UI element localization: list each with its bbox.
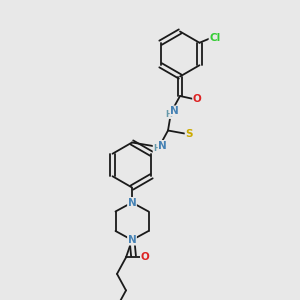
- Text: S: S: [185, 128, 193, 139]
- Text: N: N: [128, 235, 136, 245]
- Text: H: H: [165, 110, 172, 118]
- Text: O: O: [193, 94, 202, 104]
- Text: Cl: Cl: [209, 33, 220, 43]
- Text: N: N: [158, 140, 167, 151]
- Text: N: N: [128, 197, 136, 208]
- Text: H: H: [153, 144, 160, 153]
- Text: O: O: [140, 252, 149, 262]
- Text: N: N: [170, 106, 179, 116]
